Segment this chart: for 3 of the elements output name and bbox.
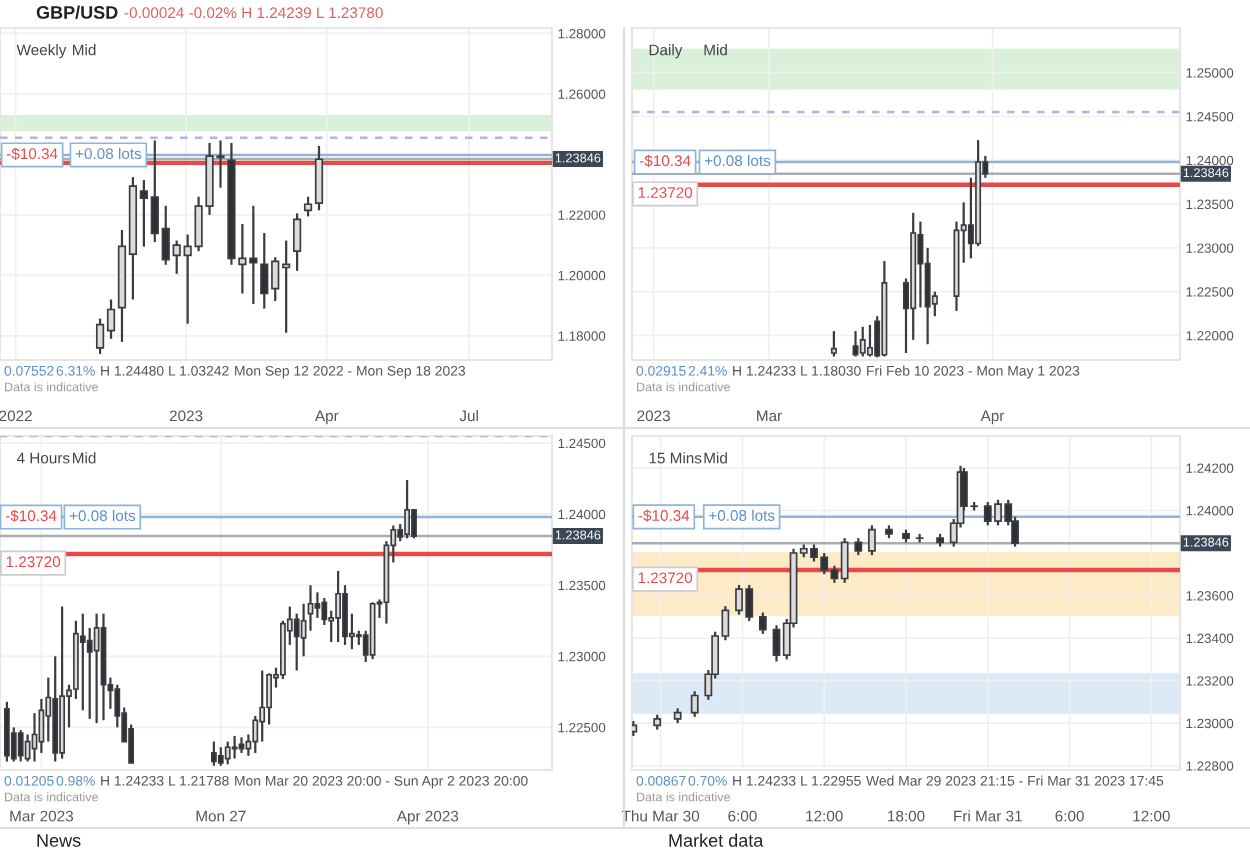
chart-title: GBP/USD <box>36 5 118 20</box>
text: News <box>37 834 81 847</box>
text: Market data <box>669 833 764 847</box>
